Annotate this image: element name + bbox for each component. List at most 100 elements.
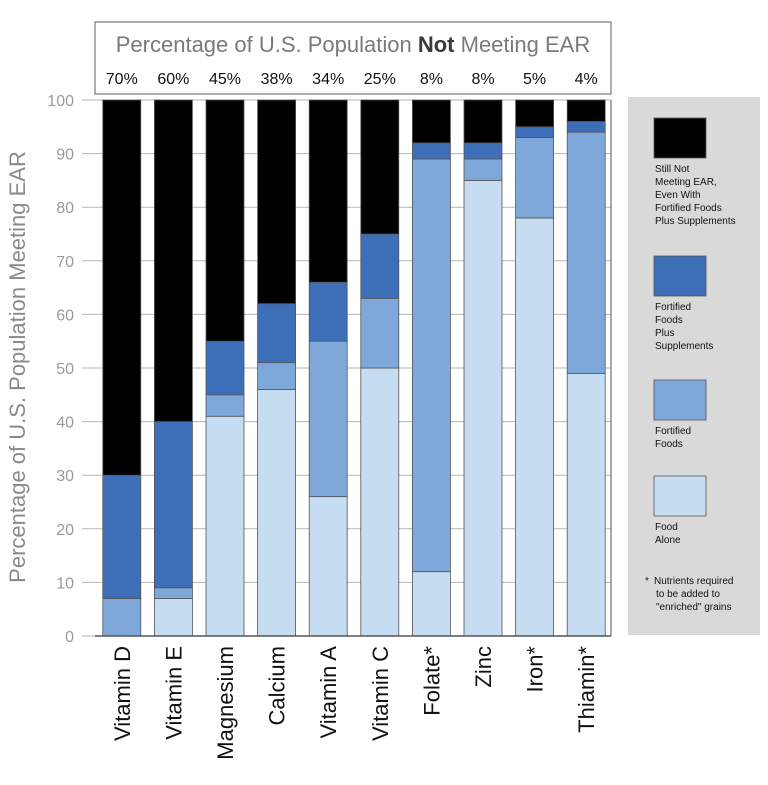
bar-segment (257, 362, 297, 390)
footnote-line: "enriched" grains (656, 602, 731, 613)
legend-label: Even With (655, 190, 701, 201)
bar-segment (566, 372, 606, 637)
bar-segment (205, 99, 245, 342)
title-suffix: Meeting EAR (455, 32, 591, 57)
y-tick-labels: 0 10 20 30 40 50 60 70 80 90 100 (47, 93, 74, 646)
axes (95, 100, 612, 637)
legend-label: Alone (655, 535, 681, 546)
bar-segment (515, 137, 554, 219)
y-tick-label: 10 (56, 575, 74, 592)
legend-swatch (653, 475, 707, 517)
legend-label: Foods (655, 315, 683, 326)
category-label: Calcium (265, 646, 290, 725)
category-label: Zinc (471, 646, 496, 688)
note-asterisk: * (645, 576, 649, 587)
bar-segment (566, 131, 606, 374)
legend-label: Plus Supplements (655, 216, 736, 227)
bar-segment (153, 421, 193, 589)
legend-swatch (653, 117, 707, 159)
bar-segment (515, 126, 554, 138)
title-box: Percentage of U.S. Population Not Meetin… (94, 21, 612, 95)
bar-segment (411, 158, 451, 573)
legend-label: Fortified (655, 302, 691, 313)
bar-segment (257, 99, 297, 305)
bar-segment (205, 340, 245, 396)
legend-label: Meeting EAR, (655, 177, 717, 188)
bar-segment (153, 587, 193, 599)
not-meeting-percent: 8% (471, 71, 494, 88)
not-meeting-percent: 38% (261, 71, 293, 88)
bar-segment (205, 415, 245, 637)
footnote-line: to be added to (656, 589, 720, 600)
y-tick-label: 50 (56, 361, 74, 378)
y-tick-label: 0 (65, 629, 74, 646)
legend-label: Foods (655, 439, 683, 450)
not-meeting-percent-labels: 70% 60% 45% 38% 34% 25% 8% 8% 5% 4% (106, 71, 598, 88)
title-bold: Not (418, 32, 455, 57)
y-axis-label: Percentage of U.S. Population Meeting EA… (5, 151, 30, 583)
not-meeting-percent: 25% (364, 71, 396, 88)
y-tick-label: 80 (56, 200, 74, 217)
bar-segment (308, 281, 348, 342)
y-tick-label: 30 (56, 468, 74, 485)
title-frame (94, 21, 612, 95)
footnote-line: Nutrients required (654, 576, 733, 587)
bar-segment (515, 217, 554, 637)
bar-segment (102, 474, 142, 599)
legend-label: Fortified (655, 426, 691, 437)
bar-segment (463, 142, 503, 160)
bar-segment (257, 389, 297, 637)
bar-segment (153, 99, 193, 423)
bar-segment (411, 571, 451, 637)
bar-segment (360, 367, 400, 637)
y-tick-label: 20 (56, 522, 74, 539)
bar-segment (566, 99, 606, 122)
bar-segment (463, 179, 503, 637)
not-meeting-percent: 60% (157, 71, 189, 88)
category-label: Vitamin A (316, 646, 341, 739)
legend-swatch (653, 379, 707, 421)
bar-segment (360, 297, 400, 369)
legend: Still Not Meeting EAR, Even With Fortified … (628, 97, 760, 635)
not-meeting-percent: 45% (209, 71, 241, 88)
not-meeting-percent: 4% (575, 71, 598, 88)
y-tick-label: 70 (56, 254, 74, 271)
bar-segment (102, 598, 142, 637)
bar-segment (463, 99, 503, 144)
bars (102, 99, 606, 637)
category-label: Folate* (419, 646, 444, 716)
bar-segment (308, 340, 348, 498)
bar-segment (360, 99, 400, 235)
not-meeting-percent: 5% (523, 71, 546, 88)
y-tick-label: 40 (56, 415, 74, 432)
bar-segment (308, 99, 348, 283)
legend-label: Fortified Foods (655, 203, 722, 214)
category-label: Vitamin C (368, 646, 393, 741)
category-label: Vitamin E (161, 646, 186, 740)
legend-label: Plus (655, 328, 674, 339)
not-meeting-percent: 8% (420, 71, 443, 88)
bar-segment (205, 394, 245, 417)
legend-label: Still Not (655, 164, 690, 175)
y-tick-label: 60 (56, 307, 74, 324)
chart-title: Percentage of U.S. Population Not Meetin… (116, 32, 590, 57)
bar-segment (515, 99, 554, 128)
bar-segment (153, 598, 193, 637)
category-label: Vitamin D (110, 646, 135, 741)
category-label: Thiamin* (574, 646, 599, 733)
bar-segment (257, 303, 297, 364)
legend-swatch (653, 255, 707, 297)
bar-segment (308, 496, 348, 637)
not-meeting-percent: 34% (312, 71, 344, 88)
bar-segment (102, 99, 142, 476)
y-tick-label: 100 (47, 93, 74, 110)
legend-panel (628, 97, 760, 635)
category-label: Magnesium (213, 646, 238, 760)
category-label: Iron* (523, 646, 548, 693)
legend-label: Supplements (655, 341, 713, 352)
not-meeting-percent: 70% (106, 71, 138, 88)
legend-label: Food (655, 522, 678, 533)
bar-segment (411, 99, 451, 144)
bar-segment (360, 233, 400, 299)
